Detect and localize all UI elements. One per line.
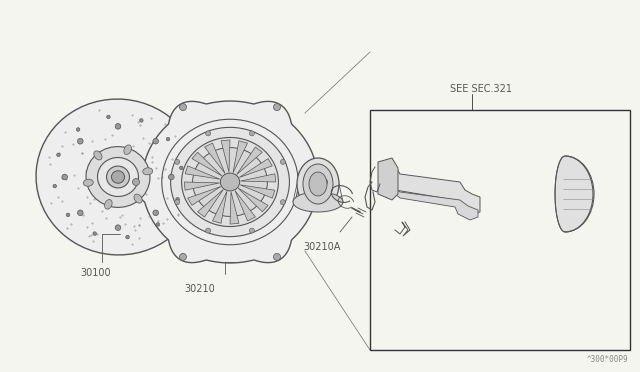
Circle shape — [93, 232, 97, 235]
Circle shape — [205, 131, 211, 136]
Circle shape — [175, 159, 180, 164]
Ellipse shape — [303, 164, 333, 204]
Ellipse shape — [297, 158, 339, 210]
Circle shape — [77, 138, 83, 144]
Circle shape — [107, 115, 110, 119]
Circle shape — [53, 184, 56, 188]
Circle shape — [140, 119, 143, 122]
Ellipse shape — [106, 166, 129, 188]
Polygon shape — [185, 166, 220, 179]
Polygon shape — [221, 140, 230, 172]
Circle shape — [280, 159, 285, 164]
Circle shape — [321, 179, 328, 186]
Ellipse shape — [193, 148, 268, 217]
Circle shape — [179, 253, 186, 260]
Circle shape — [205, 228, 211, 233]
Circle shape — [273, 104, 280, 110]
Polygon shape — [198, 189, 223, 217]
Ellipse shape — [36, 99, 200, 255]
Text: 30210: 30210 — [184, 284, 216, 294]
Circle shape — [153, 210, 159, 216]
Circle shape — [77, 210, 83, 216]
Polygon shape — [239, 158, 272, 177]
Circle shape — [76, 128, 80, 131]
Ellipse shape — [97, 157, 138, 196]
Polygon shape — [390, 166, 480, 214]
Polygon shape — [241, 174, 276, 182]
Circle shape — [273, 253, 280, 260]
Polygon shape — [240, 185, 275, 198]
Ellipse shape — [94, 151, 102, 160]
Ellipse shape — [104, 199, 112, 209]
Circle shape — [125, 235, 129, 239]
Polygon shape — [233, 141, 248, 173]
Polygon shape — [205, 143, 225, 173]
Circle shape — [66, 213, 70, 217]
Polygon shape — [235, 190, 255, 221]
Circle shape — [156, 223, 160, 226]
Circle shape — [250, 131, 254, 136]
Polygon shape — [238, 188, 268, 212]
Polygon shape — [378, 158, 398, 200]
Polygon shape — [230, 192, 239, 224]
Circle shape — [115, 225, 121, 230]
Circle shape — [179, 166, 183, 170]
Ellipse shape — [124, 145, 131, 154]
Ellipse shape — [143, 168, 153, 175]
Circle shape — [179, 104, 186, 110]
Polygon shape — [237, 147, 262, 174]
Ellipse shape — [220, 173, 240, 191]
Circle shape — [153, 138, 159, 144]
Circle shape — [250, 228, 254, 233]
Ellipse shape — [83, 179, 93, 186]
Bar — [370, 110, 630, 350]
Circle shape — [166, 137, 170, 141]
Circle shape — [132, 179, 140, 186]
Circle shape — [57, 153, 60, 157]
Polygon shape — [132, 101, 328, 263]
Polygon shape — [212, 191, 227, 223]
Ellipse shape — [134, 194, 142, 203]
Text: SEE SEC.321: SEE SEC.321 — [450, 84, 512, 94]
Ellipse shape — [111, 171, 125, 183]
Text: 30210A: 30210A — [303, 242, 340, 252]
Ellipse shape — [309, 172, 327, 196]
Ellipse shape — [171, 127, 289, 237]
Circle shape — [168, 174, 174, 180]
Ellipse shape — [86, 147, 150, 208]
Polygon shape — [555, 156, 593, 232]
Polygon shape — [392, 187, 478, 220]
Circle shape — [62, 174, 67, 180]
Text: 30100: 30100 — [80, 268, 111, 278]
Ellipse shape — [293, 192, 343, 212]
Polygon shape — [192, 152, 222, 176]
Circle shape — [280, 200, 285, 205]
Circle shape — [176, 198, 179, 201]
Circle shape — [115, 124, 121, 129]
Polygon shape — [188, 187, 221, 205]
Ellipse shape — [182, 138, 278, 227]
Circle shape — [175, 200, 180, 205]
Text: ^300*00P9: ^300*00P9 — [586, 355, 628, 364]
Polygon shape — [184, 182, 220, 190]
